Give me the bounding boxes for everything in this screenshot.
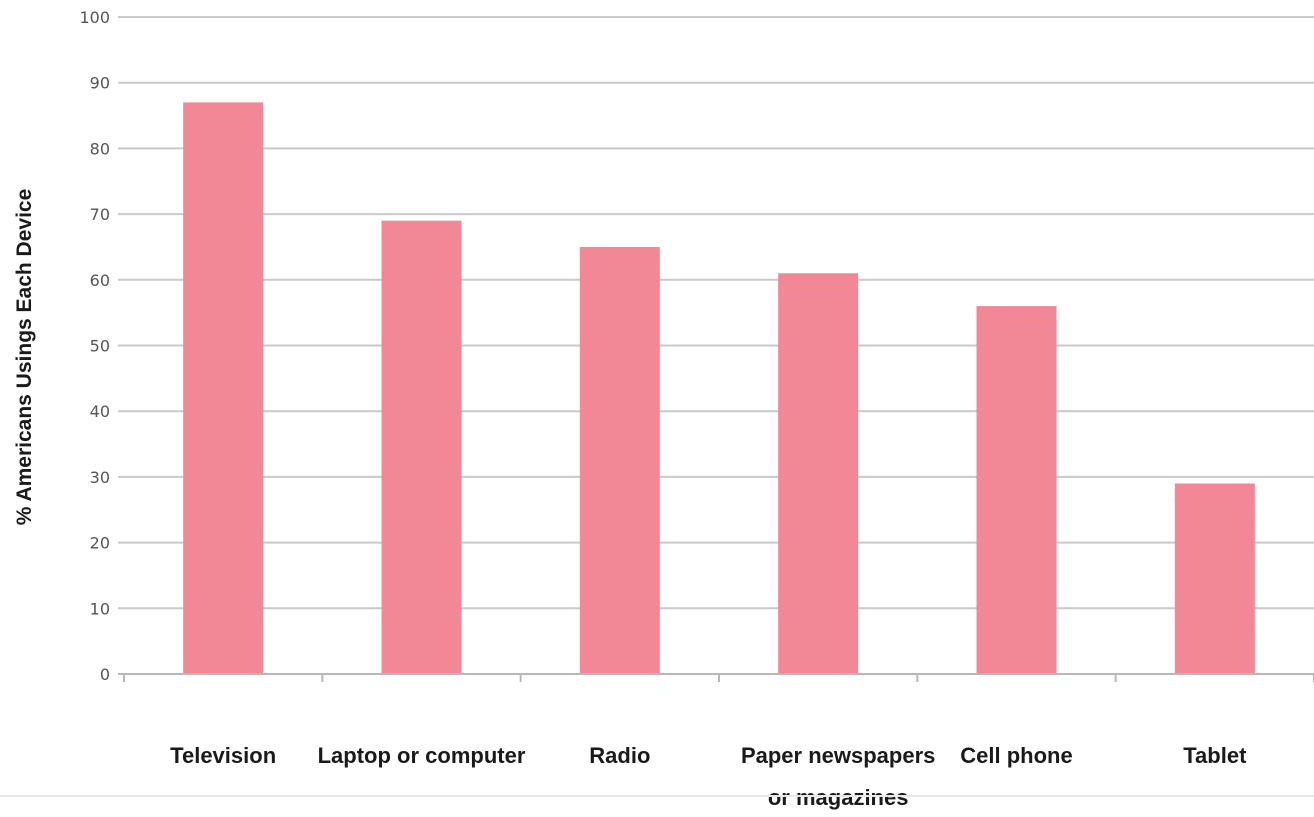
y-tick-label: 70 [90, 205, 110, 224]
x-tick-labels: Television Laptop or computer Radio Paper n… [170, 743, 1247, 810]
bar [1174, 483, 1255, 674]
x-category-label: Television [170, 743, 276, 768]
x-category-label: Paper newspapers [741, 743, 935, 768]
y-tick-label: 20 [90, 534, 110, 553]
y-tick-label: 40 [90, 402, 110, 421]
bar [579, 246, 660, 674]
x-category-label: Cell phone [960, 743, 1072, 768]
bottom-divider [0, 795, 1314, 797]
bar [183, 102, 264, 674]
y-tick-label: 100 [79, 8, 110, 27]
y-tick-label: 10 [90, 599, 110, 618]
bar [778, 273, 859, 674]
x-category-label: or magazines [768, 785, 909, 810]
x-category-label: Radio [589, 743, 650, 768]
y-tick-label: 30 [90, 468, 110, 487]
bars [183, 102, 1255, 675]
y-tick-label: 0 [100, 665, 110, 684]
x-axis [118, 673, 1314, 682]
gridlines [118, 16, 1314, 610]
bar [381, 220, 462, 675]
y-tick-label: 50 [90, 337, 110, 356]
y-tick-labels: 0 10 20 30 40 50 60 70 80 90 100 [79, 8, 110, 684]
y-tick-label: 90 [90, 74, 110, 93]
bar [976, 306, 1057, 674]
x-category-label: Laptop or computer [318, 743, 526, 768]
y-axis-title: % Americans Usings Each Device [13, 189, 36, 526]
y-tick-label: 80 [90, 139, 110, 158]
x-category-label: Tablet [1183, 743, 1247, 768]
y-tick-label: 60 [90, 271, 110, 290]
